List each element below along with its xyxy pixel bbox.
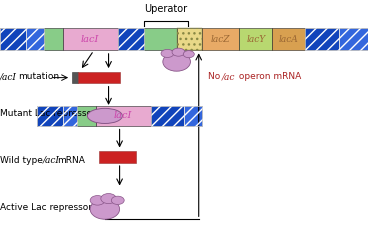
Ellipse shape — [87, 108, 122, 123]
Text: lacZ: lacZ — [211, 35, 230, 44]
Ellipse shape — [90, 199, 120, 219]
Text: Wild type: Wild type — [0, 155, 46, 165]
Ellipse shape — [101, 194, 116, 204]
Text: /acI: /acI — [42, 155, 59, 165]
Bar — [63, 106, 77, 126]
Text: /acI: /acI — [0, 72, 17, 81]
Bar — [63, 106, 77, 126]
Bar — [77, 106, 96, 126]
Bar — [0, 28, 26, 50]
Bar — [44, 28, 63, 50]
Bar — [26, 28, 44, 50]
Ellipse shape — [111, 196, 124, 205]
Bar — [63, 28, 118, 50]
Bar — [177, 28, 202, 50]
Bar — [339, 28, 368, 50]
Ellipse shape — [183, 51, 194, 58]
Text: Active Lac repressor: Active Lac repressor — [0, 203, 92, 212]
Ellipse shape — [172, 48, 185, 56]
Text: /ac: /ac — [222, 72, 235, 81]
Bar — [272, 28, 305, 50]
Bar — [26, 28, 44, 50]
Ellipse shape — [163, 52, 191, 71]
Bar — [202, 28, 239, 50]
Bar — [37, 106, 63, 126]
Bar — [239, 28, 272, 50]
Bar — [118, 28, 144, 50]
Text: lacY: lacY — [246, 35, 265, 44]
Text: lacI: lacI — [114, 111, 132, 120]
Text: Uperator: Uperator — [144, 4, 187, 14]
Bar — [151, 106, 184, 126]
Bar — [305, 28, 339, 50]
Text: mutation: mutation — [18, 72, 59, 81]
Text: lacA: lacA — [279, 35, 299, 44]
Bar — [144, 28, 177, 50]
Bar — [37, 106, 63, 126]
Bar — [99, 151, 136, 163]
Bar — [184, 106, 202, 126]
Bar — [96, 106, 151, 126]
Bar — [72, 72, 78, 83]
Text: lacI: lacI — [81, 35, 99, 44]
Text: operon mRNA: operon mRNA — [236, 72, 301, 81]
Text: Mutant Lac repressor: Mutant Lac repressor — [0, 109, 96, 118]
Bar — [339, 28, 368, 50]
Text: mRNA: mRNA — [57, 155, 85, 165]
Text: No: No — [208, 72, 223, 81]
Bar — [0, 28, 26, 50]
Bar — [305, 28, 339, 50]
Ellipse shape — [161, 49, 174, 57]
Ellipse shape — [90, 196, 105, 205]
Bar — [177, 28, 202, 50]
Bar — [151, 106, 184, 126]
Bar — [184, 106, 202, 126]
Bar — [118, 28, 144, 50]
Bar — [78, 72, 120, 83]
